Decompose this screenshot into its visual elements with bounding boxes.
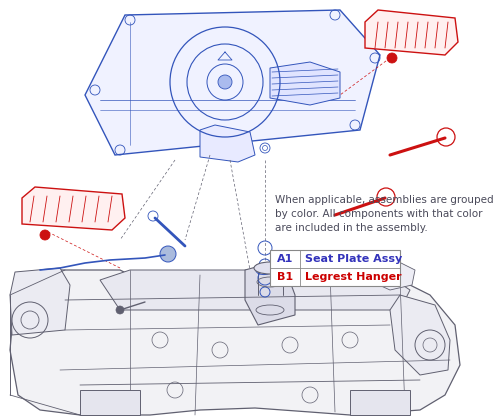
Ellipse shape xyxy=(254,262,286,274)
Polygon shape xyxy=(365,10,458,55)
Polygon shape xyxy=(22,187,125,230)
Circle shape xyxy=(387,53,397,63)
Circle shape xyxy=(160,246,176,262)
Text: When applicable, assemblies are grouped
by color. All components with that color: When applicable, assemblies are grouped … xyxy=(275,195,494,233)
Text: Legrest Hanger: Legrest Hanger xyxy=(305,272,402,282)
Polygon shape xyxy=(200,125,255,162)
Polygon shape xyxy=(270,62,340,105)
Bar xyxy=(270,250,400,286)
Text: A1: A1 xyxy=(277,254,293,264)
Bar xyxy=(80,390,140,415)
Circle shape xyxy=(116,306,124,314)
Polygon shape xyxy=(10,268,460,415)
Polygon shape xyxy=(10,268,70,335)
Text: B1: B1 xyxy=(277,272,293,282)
Polygon shape xyxy=(368,260,415,290)
Text: Seat Plate Assy: Seat Plate Assy xyxy=(305,254,402,264)
Polygon shape xyxy=(85,10,380,155)
Polygon shape xyxy=(245,260,295,325)
Circle shape xyxy=(218,75,232,89)
Circle shape xyxy=(40,230,50,240)
Polygon shape xyxy=(390,295,450,375)
Bar xyxy=(350,390,410,415)
Polygon shape xyxy=(100,270,410,310)
